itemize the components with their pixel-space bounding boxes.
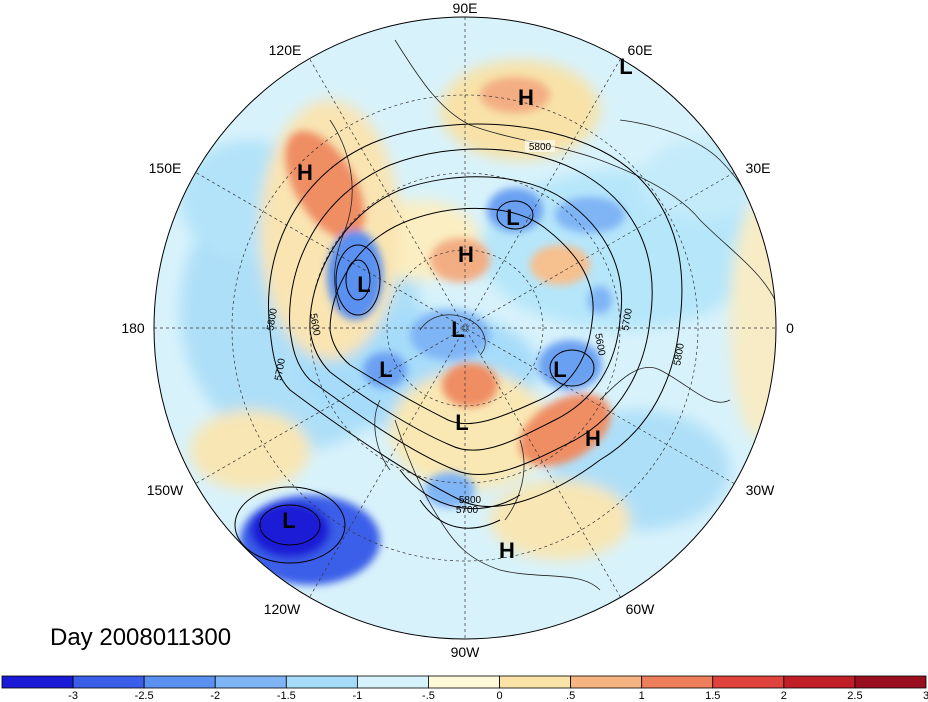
center-marker: L [357, 272, 370, 297]
lon-label-150e: 150E [149, 160, 182, 176]
colorbar-swatch [72, 675, 145, 689]
height-contours [234, 123, 683, 564]
map-boundary [153, 16, 777, 640]
lon-label-30w: 30W [746, 482, 776, 498]
colorbar-swatch [783, 675, 856, 689]
center-marker: H [585, 426, 601, 451]
colorbar-swatch [712, 675, 785, 689]
colorbar-tick-label: .5 [566, 690, 575, 702]
lon-label-60w: 60W [626, 601, 656, 617]
center-marker: H [499, 538, 515, 563]
lon-label-0: 0 [786, 320, 794, 336]
contour-label: 5800 [529, 142, 552, 153]
center-marker: L [619, 54, 632, 79]
colorbar-swatch [285, 675, 358, 689]
contour-label: 5800 [672, 342, 687, 366]
colorbar-swatch [570, 675, 643, 689]
colorbar-swatch [499, 675, 572, 689]
contour-labels: 5800 5800 5700 5600 5700 5600 5800 5700 … [265, 140, 687, 516]
pressure-centers: L H H L H L L L L H L H L [282, 54, 632, 563]
contour-label: 5700 [620, 307, 635, 331]
colorbar-tick-label: -1 [352, 690, 362, 702]
colorbar-tick-label: 2.5 [847, 690, 862, 702]
colorbar-swatch [854, 675, 927, 689]
center-marker: L [451, 317, 464, 342]
center-marker: L [455, 410, 468, 435]
center-marker: L [379, 357, 392, 382]
colorbar: -3 -2.5 -2 -1.5 -1 -.5 0 .5 1 1.5 2 2.5 3 [1, 675, 928, 702]
colorbar-tick-label: 3 [923, 690, 928, 702]
colorbar-tick-label: -.5 [422, 690, 435, 702]
colorbar-swatch [356, 675, 429, 689]
colorbar-tick-label: 1.5 [705, 690, 720, 702]
lon-label-90w: 90W [451, 644, 481, 660]
center-marker: H [297, 160, 313, 185]
center-marker: L [553, 357, 566, 382]
colorbar-swatch [428, 675, 500, 689]
colorbar-tick-label: -2 [210, 690, 220, 702]
lon-label-120e: 120E [269, 42, 302, 58]
contour-label: 5600 [592, 333, 607, 357]
colorbar-tick-label: -3 [68, 690, 78, 702]
lon-label-30e: 30E [746, 160, 771, 176]
center-marker: H [458, 242, 474, 267]
center-marker: H [518, 85, 534, 110]
lon-label-180: 180 [121, 320, 145, 336]
lon-label-120w: 120W [264, 601, 301, 617]
lon-label-90e: 90E [453, 0, 478, 16]
contour-label: 5700 [273, 357, 288, 381]
colorbar-tick-label: 2 [781, 690, 787, 702]
colorbar-tick-label: 1 [639, 690, 645, 702]
anomaly-shading [154, 17, 776, 639]
center-marker: L [506, 205, 519, 230]
colorbar-swatch [143, 675, 216, 689]
contour-label: 5800 [459, 495, 482, 506]
contour-label: 5700 [456, 505, 479, 516]
colorbar-swatch [641, 675, 714, 689]
lon-label-150w: 150W [147, 482, 184, 498]
colorbar-tick-label: -2.5 [135, 690, 154, 702]
colorbar-swatch [214, 675, 287, 689]
colorbar-swatch [1, 675, 74, 689]
center-marker: L [282, 508, 295, 533]
contour-label: 5600 [307, 313, 322, 337]
figure-title: Day 2008011300 [50, 624, 231, 651]
longitude-labels: 90E 60E 30E 0 30W 60W 90W 120W 150W 180 … [121, 0, 794, 660]
colorbar-tick-label: 0 [496, 690, 502, 702]
lon-label-60e: 60E [628, 42, 653, 58]
contour-label: 5800 [265, 307, 280, 331]
colorbar-tick-label: -1.5 [277, 690, 296, 702]
